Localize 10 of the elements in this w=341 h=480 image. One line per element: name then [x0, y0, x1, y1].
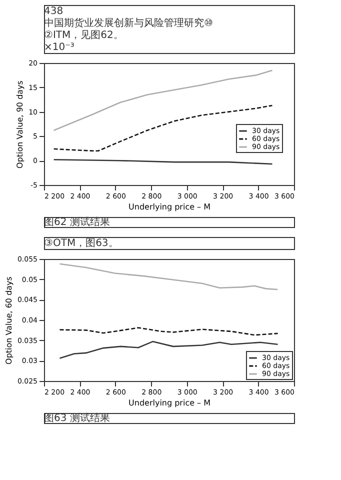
text: 438 [44, 6, 64, 17]
line-series [59, 263, 278, 290]
y-axis-title: Option Value, 90 days [16, 80, 25, 168]
line-series [59, 327, 278, 336]
x-axis-title: Underlying price – M [128, 398, 211, 408]
text: ×10⁻³ [44, 42, 74, 53]
y-axis-title: Option Value, 60 days [4, 276, 14, 364]
x-axis-title: Underlying price – M [128, 202, 211, 212]
text: ③OTM，图63。 [44, 238, 118, 249]
text: ②ITM，见图62。 [44, 30, 124, 41]
